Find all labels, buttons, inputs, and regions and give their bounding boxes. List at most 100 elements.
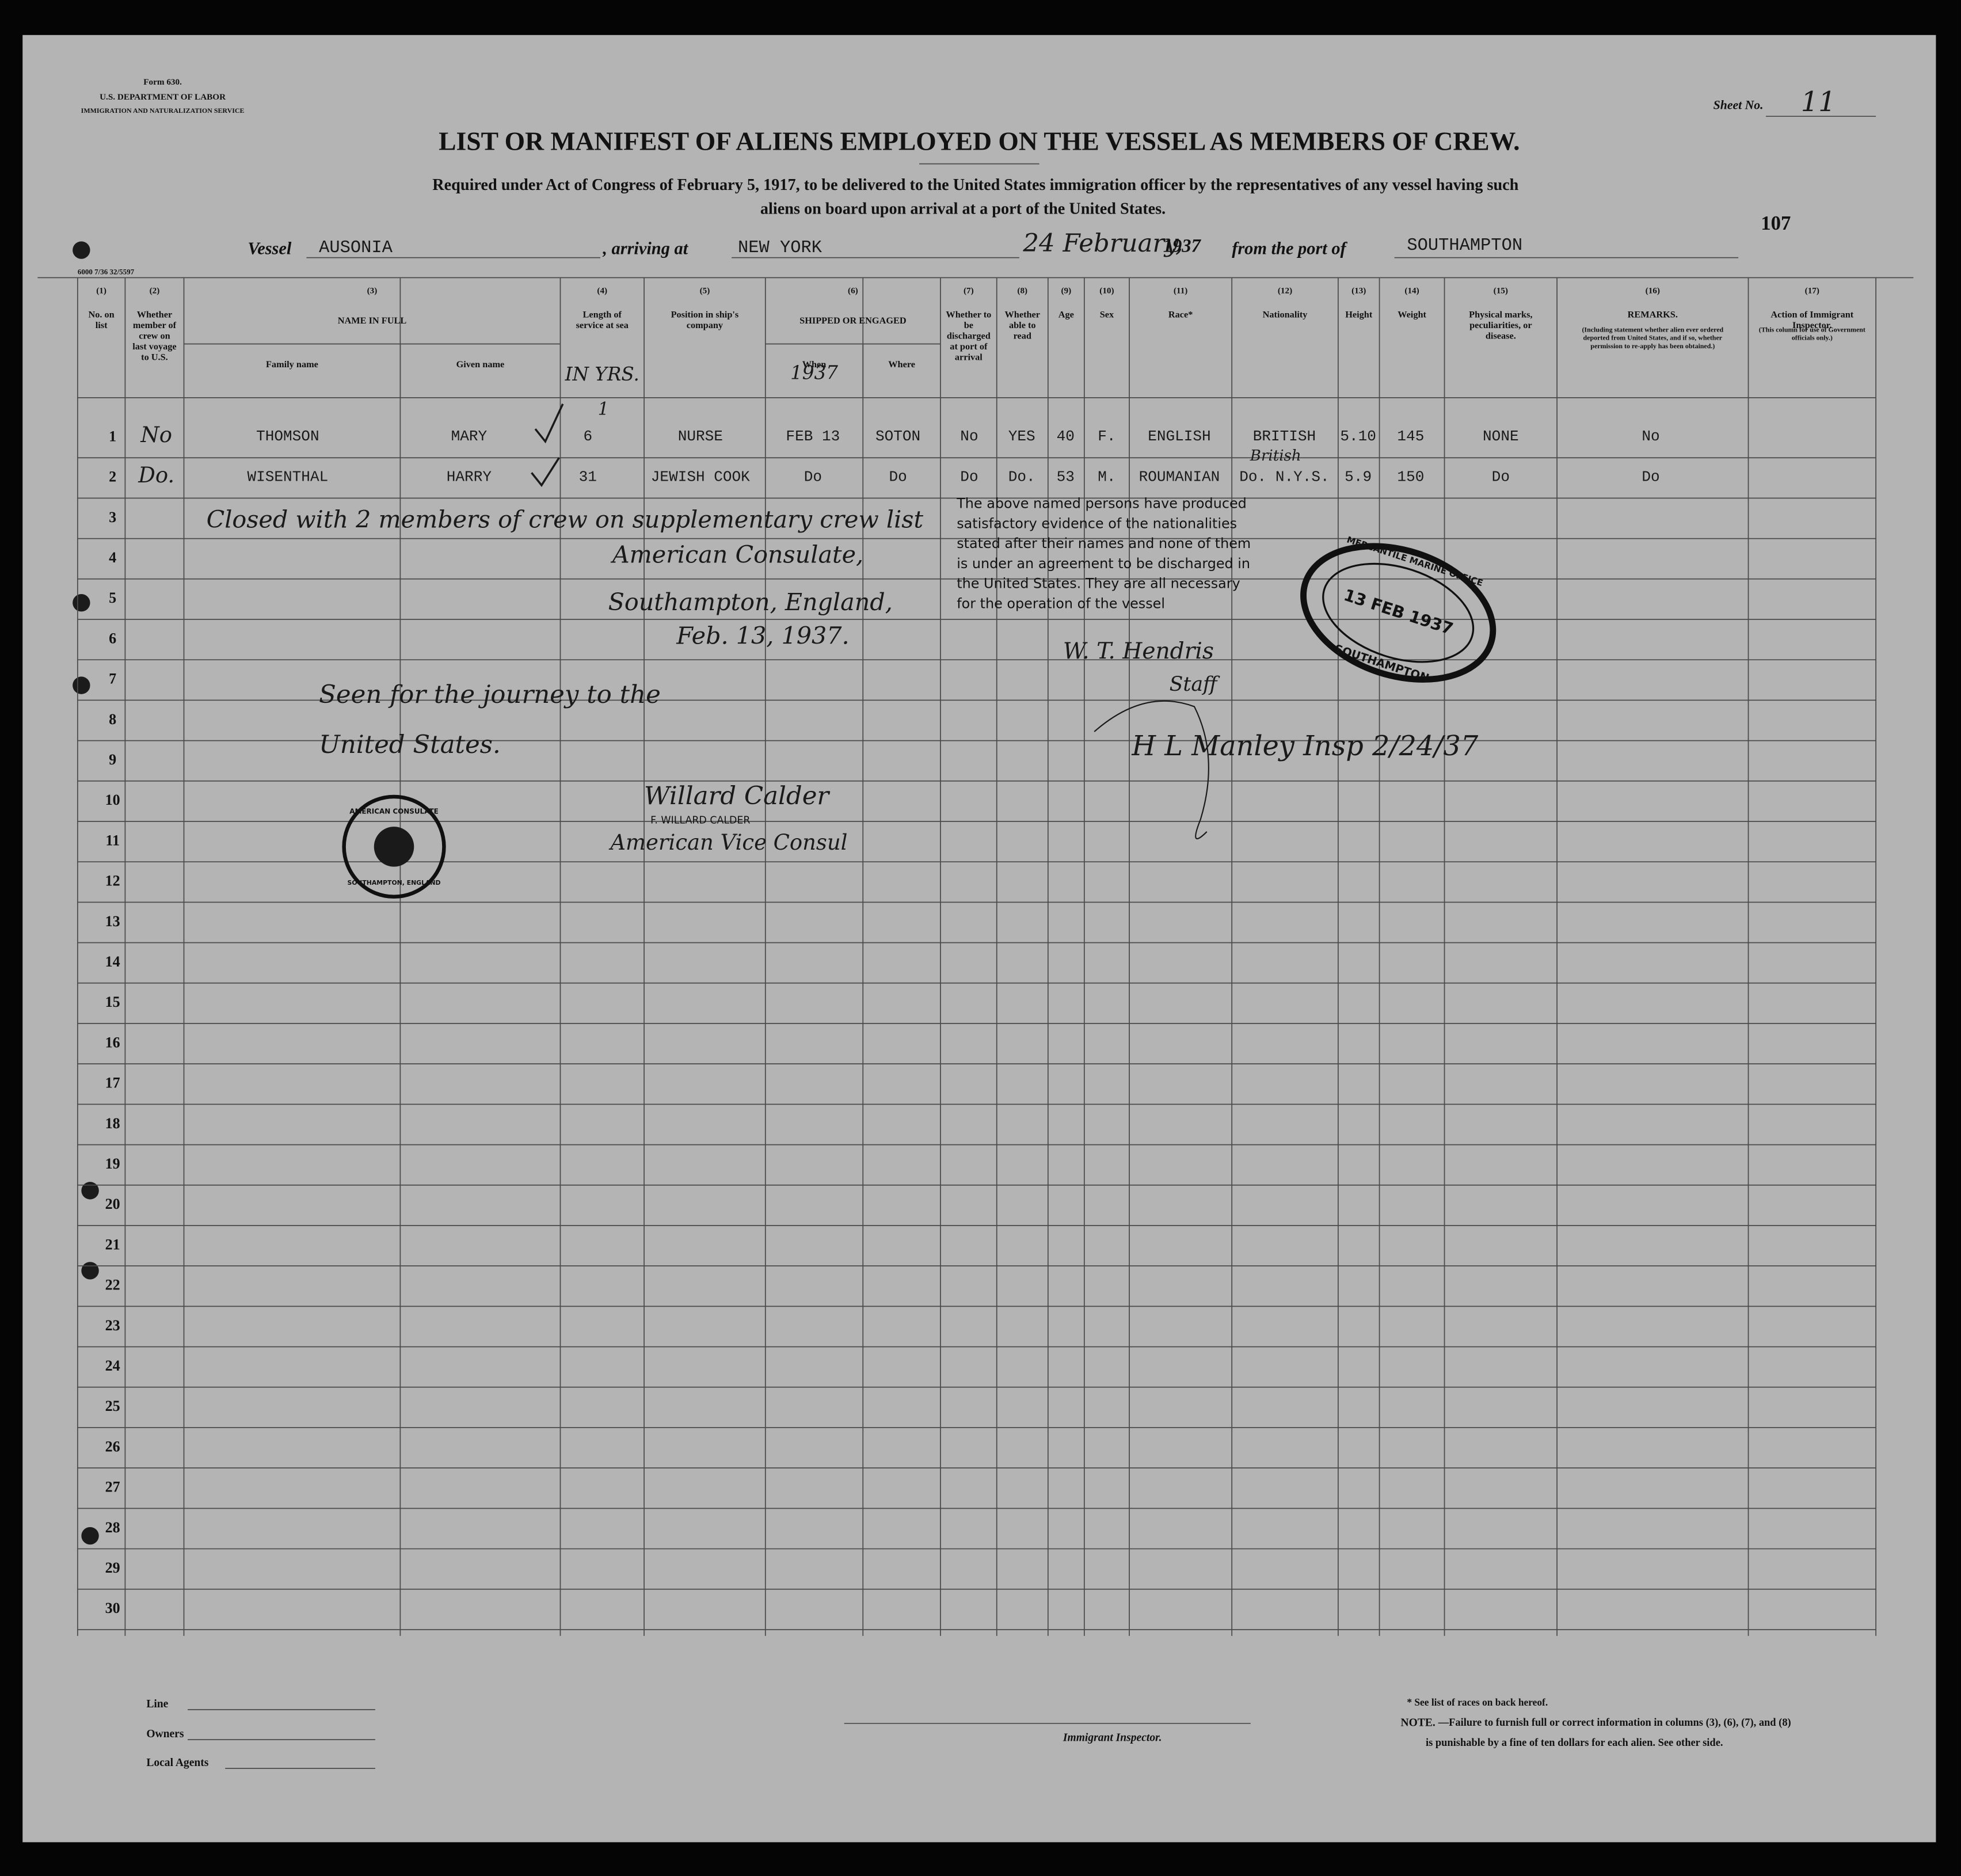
column-number: (12) (1278, 286, 1292, 296)
sheet-number: 11 (1801, 86, 1836, 118)
arrival-year: 1937 (1163, 236, 1202, 257)
footer-label: Line (146, 1698, 168, 1710)
column-sublabel: Given name (456, 359, 505, 370)
master-statement: the United States. They are all necessar… (957, 576, 1240, 592)
footer-label: Owners (146, 1728, 184, 1740)
column-label: Whether able to read (1005, 309, 1041, 341)
vice-consul-name: F. WILLARD CALDER (650, 815, 750, 826)
officer-signature: W. T. Hendris (1063, 638, 1214, 664)
seen-note: United States. (319, 730, 501, 759)
row-number: 24 (105, 1357, 120, 1374)
row-number: 14 (105, 953, 120, 970)
entry-cell: FEB 13 (786, 428, 840, 445)
inspector-signature: H L Manley Insp 2/24/37 (1131, 730, 1478, 762)
entry-cell: SOTON (875, 428, 920, 445)
sheet-label: Sheet No. (1714, 98, 1764, 112)
entry-cell: F. (1098, 428, 1115, 445)
nationality-correction: British (1250, 447, 1301, 465)
row-number: 20 (105, 1196, 120, 1212)
entry-cell: Do. N.Y.S. (1239, 468, 1329, 485)
row-number: 7 (109, 671, 116, 687)
column-label: Weight (1398, 309, 1426, 319)
column-label: Race* (1168, 309, 1193, 319)
column-label: Age (1058, 309, 1074, 319)
column-number: (1) (96, 286, 106, 296)
seal-text: SOUTHAMPTON, ENGLAND (348, 879, 441, 886)
length-mark: 1 (598, 399, 609, 420)
note-text: is punishable by a fine of ten dollars f… (1426, 1737, 1723, 1748)
entry-cell: 5.9 (1345, 468, 1372, 485)
row-number: 18 (105, 1115, 120, 1132)
column-number: (17) (1805, 286, 1819, 296)
arriving-label: , arriving at (602, 239, 688, 258)
column-label: Position in ship's company (671, 309, 739, 330)
row-number: 30 (105, 1600, 120, 1616)
row-number: 10 (105, 792, 120, 808)
column-label: No. on list (88, 309, 114, 330)
subtitle-line: Required under Act of Congress of Februa… (432, 176, 1518, 194)
column-number: (3) (367, 286, 378, 296)
row-number: 17 (105, 1075, 120, 1091)
column-number: (8) (1017, 286, 1027, 296)
row-number: 29 (105, 1559, 120, 1576)
row-number: 11 (105, 832, 120, 848)
entry-cell: Do (960, 468, 978, 485)
entry-cell: 150 (1397, 468, 1424, 485)
column-label: REMARKS. (1628, 309, 1678, 319)
row-number: 21 (105, 1236, 120, 1253)
column-number: (2) (150, 286, 160, 296)
entry-cell: THOMSON (256, 428, 319, 445)
row-number: 15 (105, 994, 120, 1010)
row-number: 26 (105, 1438, 120, 1455)
entry-cell: 6 (583, 428, 592, 445)
footer-label: Local Agents (146, 1757, 208, 1769)
row-number: 19 (105, 1155, 120, 1172)
column-sublabel: Family name (266, 359, 318, 370)
entry-cell: Do (804, 468, 822, 485)
entry-cell: No (1642, 428, 1659, 445)
stamp-ring (1322, 562, 1475, 663)
seen-note: Seen for the journey to the (319, 680, 661, 709)
column-number: (7) (964, 286, 974, 296)
row-number: 16 (105, 1034, 120, 1051)
departure-port: SOUTHAMPTON (1407, 236, 1522, 256)
row-number: 4 (109, 549, 116, 566)
row-number: 22 (105, 1277, 120, 1293)
column-note: IN YRS. (565, 363, 639, 385)
entry-cell: YES (1008, 428, 1035, 445)
inspector-label: Immigrant Inspector. (1063, 1732, 1162, 1744)
consulate-line: American Consulate, (610, 541, 863, 568)
column-label: SHIPPED OR ENGAGED (799, 315, 906, 326)
column-sublabel: When (802, 359, 827, 370)
master-statement: The above named persons have produced (956, 496, 1247, 512)
row-number: 3 (109, 509, 116, 526)
column-label: Action of Immigrant Inspector. (1770, 309, 1853, 330)
entry-cell: NONE (1483, 428, 1519, 445)
column-label: Whether member of crew on last voyage to U.S… (132, 309, 176, 362)
master-statement: stated after their names and none of the… (957, 535, 1251, 551)
column-label: Height (1345, 309, 1373, 319)
row-number: 6 (109, 630, 116, 646)
print-code: 6000 7/36 32/5597 (78, 268, 135, 276)
column-number: (11) (1174, 286, 1187, 296)
closing-note: Closed with 2 members of crew on supplem… (207, 506, 924, 534)
check-mark (531, 404, 564, 487)
signature-flourish (1094, 700, 1209, 839)
note-text: —Failure to furnish full or correct info… (1438, 1717, 1791, 1729)
arrival-date: 24 February, (1022, 229, 1183, 258)
entry-cell: Do (1642, 468, 1659, 485)
column-label: Nationality (1263, 309, 1308, 319)
entry-cell: Do. (138, 463, 174, 488)
consulate-line: Feb. 13, 1937. (676, 622, 849, 650)
column-number: (9) (1061, 286, 1071, 296)
master-statement: for the operation of the vessel (957, 595, 1165, 611)
from-label: from the port of (1232, 239, 1347, 258)
vice-consul-title: American Vice Consul (608, 830, 847, 855)
column-label: Physical marks, peculiarities, or disease. (1469, 309, 1532, 341)
arrival-port: NEW YORK (738, 238, 823, 258)
master-statement: satisfactory evidence of the nationaliti… (957, 515, 1237, 531)
row-number: 9 (109, 751, 116, 768)
column-number: (5) (700, 286, 710, 296)
entry-cell: ROUMANIAN (1139, 468, 1220, 485)
